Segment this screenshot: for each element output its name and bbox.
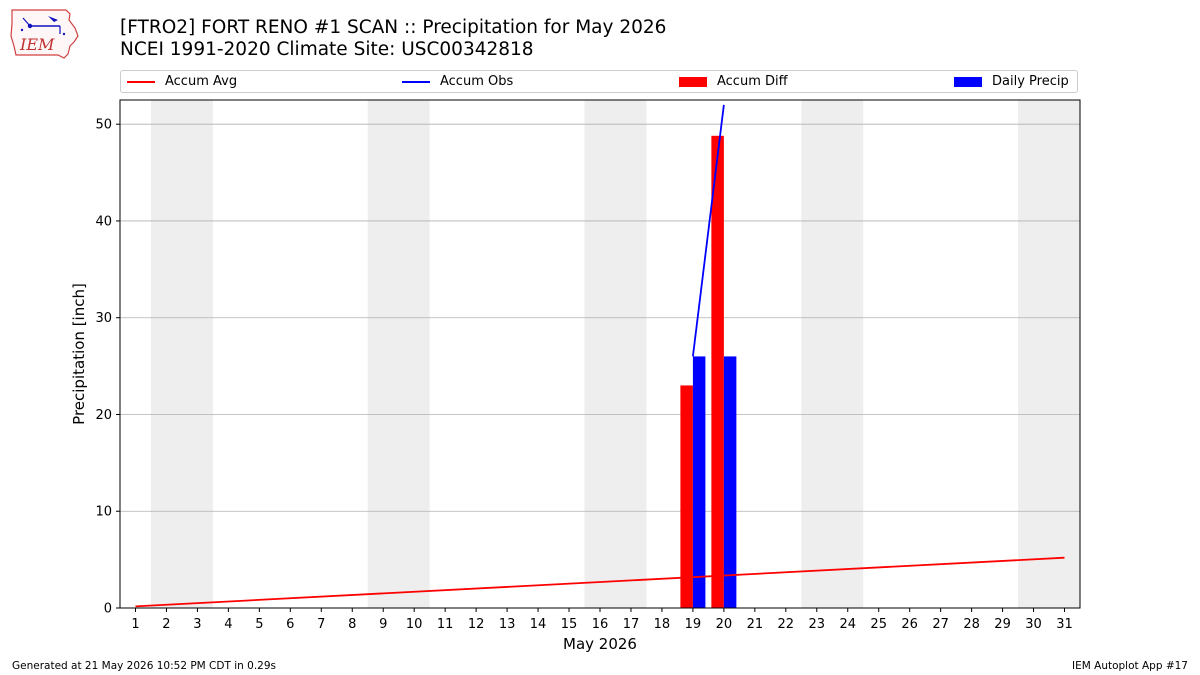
x-tick-label: 12 (468, 617, 485, 632)
x-tick-label: 3 (193, 617, 201, 632)
x-tick-label: 29 (994, 617, 1011, 632)
legend-swatch (402, 80, 430, 83)
x-tick-label: 27 (932, 617, 949, 632)
bar-daily-precip (723, 356, 737, 608)
x-tick-label: 7 (317, 617, 325, 632)
x-tick-label: 5 (255, 617, 263, 632)
weekend-shade (801, 100, 864, 608)
x-tick-label: 17 (623, 617, 640, 632)
footer-generated-text: Generated at 21 May 2026 10:52 PM CDT in… (12, 660, 276, 672)
legend-label: Accum Avg (165, 74, 238, 89)
y-axis-label: Precipitation [inch] (70, 283, 88, 425)
x-axis-label: May 2026 (563, 635, 637, 653)
legend-swatch (954, 76, 982, 87)
line-accum-avg (135, 556, 1065, 608)
weekend-shade (1018, 100, 1080, 608)
x-tick-label: 19 (685, 617, 702, 632)
legend-label: Daily Precip (992, 74, 1069, 89)
bar-accum-diff (680, 385, 693, 608)
line-accum-obs (692, 104, 725, 357)
y-tick-label: 40 (95, 214, 112, 229)
x-tick-label: 15 (561, 617, 578, 632)
legend-label: Accum Obs (440, 74, 514, 89)
iowa-outline-icon (10, 9, 79, 59)
footer-app-label: IEM Autoplot App #17 (1072, 660, 1188, 672)
x-tick-label: 28 (963, 617, 980, 632)
chart-legend: Accum Avg Accum Obs Accum Diff Daily Pre… (120, 70, 1078, 93)
y-tick-label: 0 (104, 602, 112, 617)
weekend-shade (584, 100, 647, 608)
x-tick-label: 6 (286, 617, 294, 632)
x-tick-label: 4 (224, 617, 232, 632)
x-tick-label: 24 (839, 617, 856, 632)
x-tick-label: 10 (406, 617, 423, 632)
iem-logo: IEM (10, 9, 79, 59)
x-tick-label: 23 (809, 617, 826, 632)
x-tick-label: 25 (870, 617, 887, 632)
bar-daily-precip (692, 356, 706, 608)
legend-item-daily-precip: Daily Precip (954, 71, 1069, 92)
x-tick-label: 2 (162, 617, 170, 632)
x-tick-label: 31 (1056, 617, 1073, 632)
plot-frame (119, 99, 1081, 609)
y-tick-label: 50 (95, 118, 112, 133)
x-tick-label: 20 (716, 617, 733, 632)
legend-item-accum-avg: Accum Avg (127, 71, 237, 92)
chart-title: [FTRO2] FORT RENO #1 SCAN :: Precipitati… (120, 17, 667, 38)
x-tick-label: 21 (747, 617, 764, 632)
x-tick-label: 11 (437, 617, 454, 632)
x-tick-label: 13 (499, 617, 516, 632)
chart-subtitle: NCEI 1991-2020 Climate Site: USC00342818 (120, 39, 534, 60)
legend-swatch (127, 80, 155, 83)
legend-item-accum-diff: Accum Diff (679, 71, 788, 92)
x-tick-label: 18 (654, 617, 671, 632)
x-tick-label: 9 (379, 617, 387, 632)
legend-swatch (679, 76, 707, 87)
legend-label: Accum Diff (717, 74, 788, 89)
legend-item-accum-obs: Accum Obs (402, 71, 513, 92)
x-tick-label: 30 (1025, 617, 1042, 632)
x-tick-label: 26 (901, 617, 918, 632)
y-tick-label: 10 (95, 505, 112, 520)
x-tick-label: 8 (348, 617, 356, 632)
x-tick-label: 22 (778, 617, 795, 632)
y-tick-label: 20 (95, 408, 112, 423)
x-tick-label: 14 (530, 617, 547, 632)
y-tick-label: 30 (95, 311, 112, 326)
weekend-shade (367, 100, 430, 608)
logo-text: IEM (19, 35, 55, 54)
bar-accum-diff (711, 135, 724, 608)
x-tick-label: 16 (592, 617, 609, 632)
x-tick-label: 1 (131, 617, 139, 632)
weekend-shade (150, 100, 213, 608)
